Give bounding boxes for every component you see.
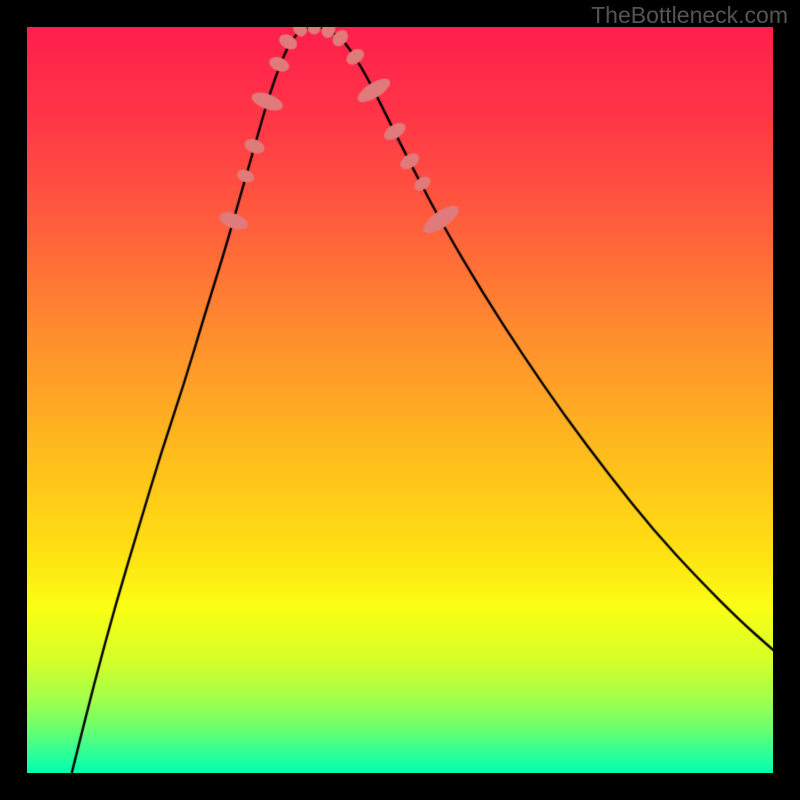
stage: TheBottleneck.com [0, 0, 800, 800]
watermark-text: TheBottleneck.com [591, 2, 788, 29]
plot-area [27, 27, 773, 773]
bottleneck-curve [27, 27, 773, 773]
